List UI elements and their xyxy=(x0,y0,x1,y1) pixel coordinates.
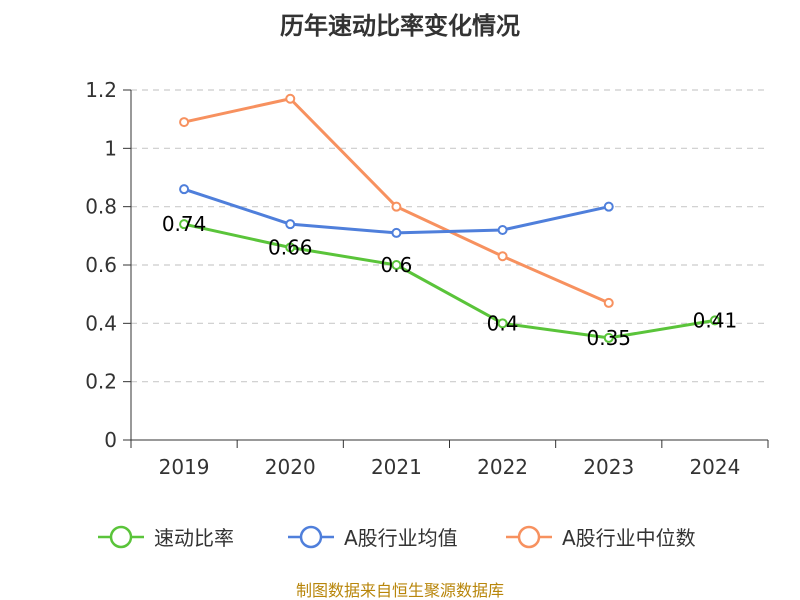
y-tick-label: 0 xyxy=(104,428,117,452)
data-point-0[interactable] xyxy=(497,318,508,329)
legend-marker-icon xyxy=(517,525,541,549)
data-point-0[interactable] xyxy=(179,219,190,230)
y-tick-label: 0.2 xyxy=(85,370,117,394)
y-tick-label: 1.2 xyxy=(85,78,117,102)
data-label: 0.41 xyxy=(693,308,738,332)
data-point-2[interactable] xyxy=(179,117,190,128)
x-tick-label: 2020 xyxy=(265,455,316,479)
y-tick-label: 0.8 xyxy=(85,195,117,219)
x-tick-label: 2024 xyxy=(689,455,740,479)
data-point-2[interactable] xyxy=(603,297,614,308)
legend-item[interactable]: A股行业中位数 xyxy=(506,525,696,550)
data-point-1[interactable] xyxy=(179,184,190,195)
series-group xyxy=(179,93,720,343)
data-point-1[interactable] xyxy=(603,201,614,212)
x-tick-label: 2019 xyxy=(159,455,210,479)
data-point-2[interactable] xyxy=(497,251,508,262)
legend-label: 速动比率 xyxy=(154,526,234,550)
legend[interactable]: 速动比率 A股行业均值 A股行业中位数 xyxy=(98,525,696,550)
data-labels: 0.74 0.66 0.6 0.4 0.35 0.41 xyxy=(162,212,737,350)
data-point-1[interactable] xyxy=(391,227,402,238)
legend-item[interactable]: A股行业均值 xyxy=(288,525,458,550)
data-label: 0.35 xyxy=(586,326,631,350)
data-label: 0.6 xyxy=(381,253,413,277)
legend-label: A股行业中位数 xyxy=(562,526,696,550)
data-point-0[interactable] xyxy=(603,332,614,343)
data-point-0[interactable] xyxy=(391,260,402,270)
data-point-1[interactable] xyxy=(497,225,508,235)
data-point-1[interactable] xyxy=(285,219,296,230)
grid-lines xyxy=(131,89,768,383)
data-point-2[interactable] xyxy=(285,93,296,104)
data-point-0[interactable] xyxy=(709,315,720,326)
legend-marker-icon xyxy=(109,525,133,549)
chart-title: 历年速动比率变化情况 xyxy=(280,12,520,40)
data-label: 0.4 xyxy=(487,311,519,335)
axes: 0 0.2 0.4 0.6 0.8 1 1.2 2019 2020 2021 2022 2023 202… xyxy=(85,78,769,479)
y-tick-label: 0.6 xyxy=(85,253,117,277)
y-tick-label: 1 xyxy=(104,136,117,160)
x-tick-label: 2022 xyxy=(477,455,528,479)
x-tick-label: 2023 xyxy=(583,455,634,479)
source-note: 制图数据来自恒生聚源数据库 xyxy=(296,581,504,600)
legend-item[interactable]: 速动比率 xyxy=(98,525,234,550)
data-label: 0.74 xyxy=(162,212,207,236)
y-tick-label: 0.4 xyxy=(85,311,117,335)
series-line-0 xyxy=(183,222,716,340)
data-point-2[interactable] xyxy=(391,201,402,212)
legend-label: A股行业均值 xyxy=(344,526,458,550)
legend-marker-icon xyxy=(299,525,323,549)
data-label: 0.66 xyxy=(268,236,313,260)
x-tick-label: 2021 xyxy=(371,455,422,479)
data-point-0[interactable] xyxy=(285,242,296,253)
